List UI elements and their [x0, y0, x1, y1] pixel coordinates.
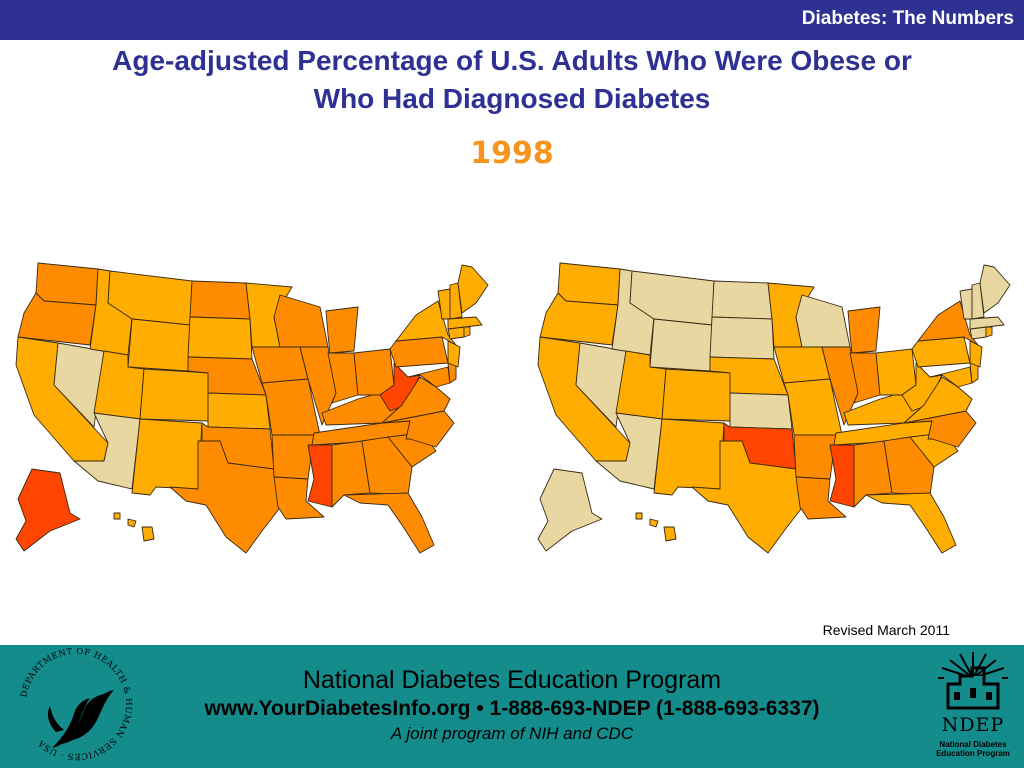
diabetes-state-nv	[575, 342, 627, 428]
obesity-state-la	[273, 476, 325, 520]
hhs-seal-text: DEPARTMENT OF HEALTH & HUMAN SERVICES · …	[19, 647, 132, 761]
obesity-state-va	[381, 376, 451, 424]
obesity-state-ak	[15, 468, 81, 552]
diabetes-state-ma	[969, 316, 1005, 330]
slide-title-line-1: Age-adjusted Percentage of U.S. Adults W…	[112, 45, 912, 76]
obesity-state-ms	[307, 444, 333, 508]
diabetes-state-ak	[537, 468, 603, 552]
footer-text: National Diabetes Education Program www.…	[0, 665, 1024, 745]
diabetes-state-nm	[653, 418, 725, 496]
diabetes-state-la	[795, 476, 847, 520]
diabetes-state-ri	[985, 326, 993, 338]
obesity-map-svg	[15, 262, 489, 554]
obesity-state-nj	[447, 340, 461, 368]
diabetes-state-nd	[711, 280, 773, 320]
ndep-subtitle-line-1: National Diabetes	[939, 740, 1007, 749]
diabetes-state-co	[661, 368, 733, 422]
obesity-state-pa	[389, 336, 449, 368]
obesity-state-wa	[35, 262, 99, 306]
diabetes-state-ia	[773, 346, 831, 384]
diabetes-state-oh	[875, 348, 917, 396]
diabetes-state-nj	[969, 340, 983, 368]
top-bar: Diabetes: The Numbers	[0, 0, 1024, 40]
diabetes-state-ms	[829, 444, 855, 508]
obesity-state-mi	[325, 306, 359, 354]
footer-partners: A joint program of NIH and CDC	[390, 724, 634, 743]
obesity-state-or	[17, 292, 97, 346]
obesity-state-ks	[207, 392, 271, 430]
obesity-state-sd	[187, 316, 253, 360]
obesity-state-nc	[381, 410, 455, 448]
hhs-eagle-seal-icon: DEPARTMENT OF HEALTH & HUMAN SERVICES · …	[12, 640, 140, 773]
slide-title: Age-adjusted Percentage of U.S. Adults W…	[0, 42, 1024, 118]
diabetes-state-hi	[635, 512, 677, 542]
footer-program-name: National Diabetes Education Program	[302, 666, 722, 694]
ndep-subtitle: National Diabetes Education Program	[930, 740, 1016, 758]
diabetes-state-or	[539, 292, 619, 346]
obesity-state-nm	[131, 418, 203, 496]
obesity-state-hi	[113, 512, 155, 542]
diabetes-state-va	[903, 376, 973, 424]
diabetes-state-me	[979, 264, 1011, 314]
obesity-state-ma	[447, 316, 483, 330]
obesity-state-ri	[463, 326, 471, 338]
obesity-state-al	[331, 440, 371, 508]
diabetes-state-ks	[729, 392, 793, 430]
revised-note: Revised March 2011	[822, 622, 950, 638]
diabetes-state-pa	[911, 336, 971, 368]
slide-title-line-2: Who Had Diagnosed Diabetes	[313, 83, 711, 114]
diabetes-state-il	[821, 346, 859, 426]
obesity-state-wy	[127, 318, 191, 372]
svg-text:DEPARTMENT OF HEALTH & HUMAN S: DEPARTMENT OF HEALTH & HUMAN SERVICES · …	[19, 647, 133, 761]
diabetes-state-in	[849, 352, 881, 404]
diabetes-state-al	[853, 440, 893, 508]
obesity-state-md	[407, 366, 451, 388]
obesity-map	[10, 255, 510, 555]
diabetes-map	[532, 255, 1024, 555]
ndep-subtitle-line-2: Education Program	[936, 749, 1010, 758]
obesity-state-ar	[271, 434, 315, 480]
obesity-state-nd	[189, 280, 251, 320]
obesity-state-me	[457, 264, 489, 314]
obesity-state-wi	[273, 294, 329, 348]
obesity-state-in	[327, 352, 359, 404]
obesity-state-co	[139, 368, 211, 422]
footer-band: National Diabetes Education Program www.…	[0, 645, 1024, 768]
diabetes-state-wy	[649, 318, 713, 372]
diabetes-state-mi	[847, 306, 881, 354]
obesity-state-fl	[343, 492, 435, 554]
diabetes-state-nc	[903, 410, 977, 448]
section-title: Diabetes: The Numbers	[801, 8, 1014, 29]
obesity-state-nv	[53, 342, 105, 428]
footer-contact: www.YourDiabetesInfo.org • 1-888-693-NDE…	[204, 697, 820, 720]
year-label: 1998	[470, 136, 554, 171]
diabetes-state-fl	[865, 492, 957, 554]
diabetes-state-sd	[709, 316, 775, 360]
obesity-state-ia	[251, 346, 309, 384]
diabetes-state-tx	[691, 440, 805, 554]
obesity-state-oh	[353, 348, 395, 396]
ndep-logo: NDEP National Diabetes Education Program	[930, 648, 1016, 768]
diabetes-state-wi	[795, 294, 851, 348]
diabetes-state-wa	[557, 262, 621, 306]
obesity-state-tx	[169, 440, 283, 554]
obesity-state-il	[299, 346, 337, 426]
ndep-wordmark: NDEP	[941, 714, 1005, 736]
ndep-sunrise-house-icon	[938, 652, 1008, 710]
diabetes-map-svg	[537, 262, 1011, 554]
diabetes-state-md	[929, 366, 973, 388]
diabetes-state-ar	[793, 434, 837, 480]
